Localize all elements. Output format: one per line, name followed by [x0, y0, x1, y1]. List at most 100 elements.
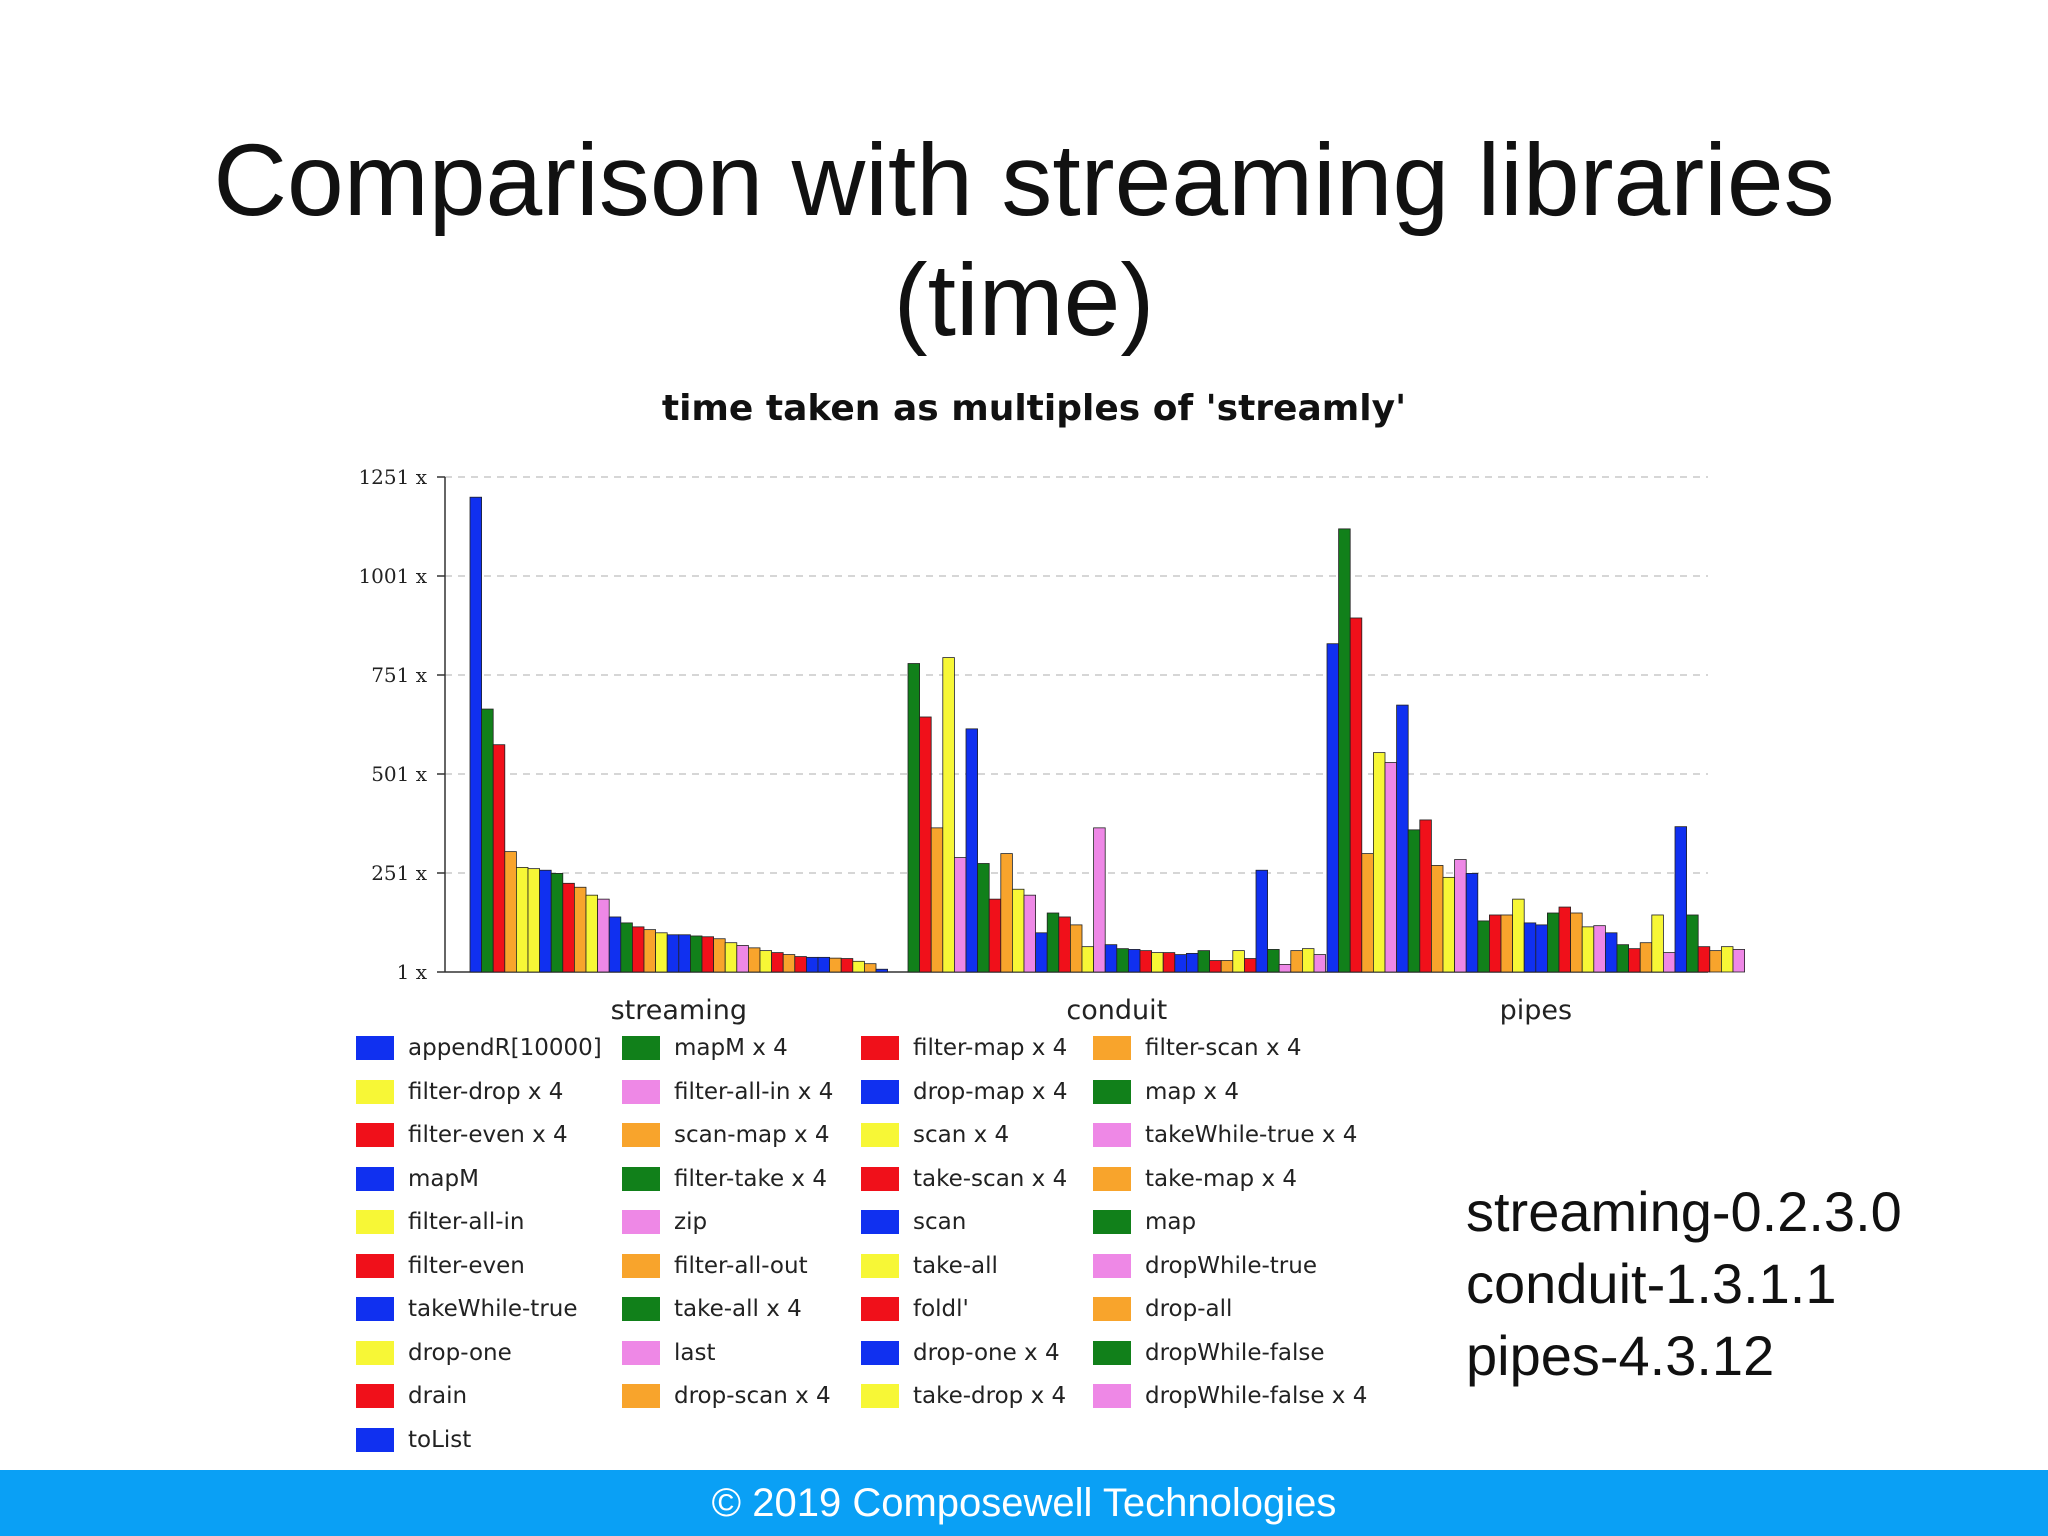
bar-conduit [1035, 932, 1048, 973]
legend-item: drop-all [1093, 1291, 1232, 1327]
grid-lines [445, 476, 1708, 874]
legend-item: take-drop x 4 [861, 1378, 1066, 1414]
group-label-streaming: streaming [611, 995, 747, 1026]
legend-swatch [1093, 1253, 1131, 1278]
bar-pipes [1663, 952, 1676, 973]
legend-swatch [861, 1036, 899, 1060]
legend-swatch [622, 1253, 660, 1278]
bar-streaming [550, 872, 564, 973]
bar-pipes [1628, 948, 1641, 973]
legend-item: dropWhile-true [1093, 1248, 1317, 1284]
legend-label: take-map x 4 [1145, 1165, 1298, 1192]
group-label-pipes: pipes [1500, 995, 1572, 1026]
chart-title: time taken as multiples of 'streamly' [661, 388, 1407, 429]
slide-title: Comparison with streaming libraries (tim… [0, 120, 2048, 360]
bar-streaming [562, 882, 575, 973]
bar-streaming [666, 934, 680, 973]
bar-conduit [1220, 960, 1234, 973]
legend-swatch [1093, 1340, 1131, 1365]
legend-swatch [356, 1253, 394, 1278]
bar-streaming [713, 938, 726, 973]
legend-item: filter-scan x 4 [1093, 1030, 1302, 1066]
bar-pipes [1721, 946, 1734, 973]
bar-conduit [1070, 924, 1083, 973]
bar-streaming [748, 947, 761, 973]
legend-item: foldl' [861, 1291, 969, 1327]
legend-swatch [861, 1166, 899, 1191]
bar-streaming [516, 867, 529, 973]
bar-pipes [1709, 950, 1722, 973]
bar-streaming [864, 963, 877, 973]
bar-conduit [1151, 952, 1164, 973]
legend-label: take-scan x 4 [913, 1165, 1068, 1192]
bar-conduit [1023, 894, 1037, 973]
bar-conduit [1244, 958, 1257, 973]
bar-streaming [875, 968, 889, 973]
legend-item: takeWhile-true [356, 1291, 578, 1327]
legend-swatch [1093, 1384, 1131, 1408]
legend-item: drop-one [356, 1335, 512, 1371]
legend-item: take-scan x 4 [861, 1161, 1067, 1197]
bar-conduit [988, 898, 1002, 973]
bar-conduit [1302, 948, 1315, 973]
legend-item: mapM x 4 [622, 1030, 788, 1066]
bar-pipes [1686, 914, 1699, 973]
bar-streaming [736, 945, 749, 973]
legend-item: drop-map x 4 [861, 1074, 1068, 1110]
bars [469, 496, 1746, 973]
legend-item: filter-map x 4 [861, 1030, 1067, 1066]
bar-pipes [1605, 932, 1618, 973]
legend-item: map x 4 [1093, 1074, 1239, 1110]
y-tick-label: 1251 x [358, 465, 427, 489]
legend-label: scan [913, 1209, 967, 1235]
legend-label: drop-one x 4 [913, 1339, 1060, 1366]
bar-chart: 1 x 251 x 501 x 751 x 1001 x 1251 x streaming… [358, 465, 1746, 1026]
legend-swatch [356, 1427, 394, 1452]
legend-item: dropWhile-false x 4 [1093, 1378, 1367, 1414]
y-tick-label: 501 x [371, 762, 428, 786]
bar-pipes [1547, 912, 1560, 973]
legend-label: drain [408, 1383, 468, 1409]
legend-swatch [861, 1210, 899, 1234]
legend-label: map x 4 [1145, 1078, 1239, 1105]
legend-item: scan-map x 4 [622, 1117, 830, 1153]
legend-label: dropWhile-true [1145, 1252, 1317, 1279]
legend-swatch [622, 1166, 660, 1191]
legend-swatch [622, 1210, 660, 1234]
bar-conduit [1012, 888, 1025, 973]
y-tick-label: 1001 x [358, 564, 427, 588]
legend-label: scan-map x 4 [674, 1122, 830, 1148]
version-streaming: streaming-0.2.3.0 [1466, 1180, 1902, 1243]
bar-pipes [1477, 920, 1490, 973]
bar-streaming [481, 708, 494, 973]
legend-item: last [622, 1335, 716, 1371]
legend-item: take-all x 4 [622, 1291, 802, 1327]
legend-label: filter-all-in [408, 1209, 525, 1235]
legend-item: appendR[10000] [356, 1030, 602, 1066]
bar-streaming [632, 926, 645, 973]
legend-swatch [356, 1079, 394, 1104]
bar-conduit [1197, 950, 1211, 973]
bar-pipes [1384, 762, 1398, 973]
legend-item: take-all [861, 1248, 998, 1284]
bar-conduit [1104, 944, 1118, 973]
bar-conduit [1058, 916, 1071, 973]
bar-streaming [527, 868, 541, 973]
legend-item: scan x 4 [861, 1117, 1009, 1153]
bar-conduit [1255, 869, 1269, 973]
bar-streaming [806, 956, 819, 973]
bar-pipes [1326, 643, 1340, 973]
legend-label: mapM [408, 1165, 479, 1192]
legend-label: takeWhile-true [408, 1296, 578, 1322]
legend-swatch [356, 1384, 394, 1408]
bar-pipes [1616, 944, 1630, 973]
bar-conduit [1139, 950, 1153, 973]
legend-label: filter-all-in x 4 [674, 1078, 834, 1105]
bar-conduit [1093, 827, 1106, 973]
legend-swatch [356, 1036, 394, 1060]
legend-item: drop-one x 4 [861, 1335, 1060, 1371]
legend-swatch [1093, 1036, 1131, 1060]
legend-swatch [622, 1079, 660, 1104]
legend-item: filter-drop x 4 [356, 1074, 563, 1110]
bar-conduit [1278, 964, 1292, 973]
